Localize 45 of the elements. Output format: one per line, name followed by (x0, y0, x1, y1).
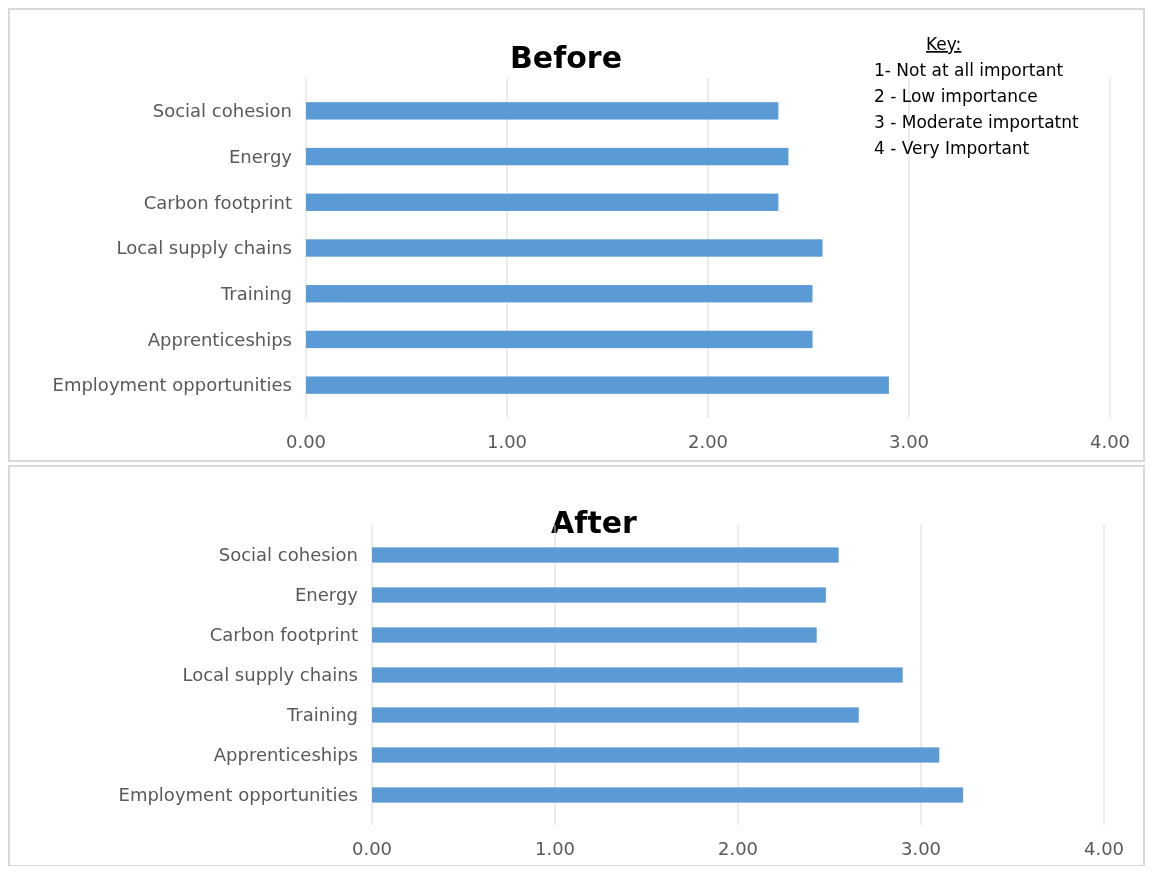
y-tick-label: Social cohesion (152, 100, 292, 122)
annotation: 1- Not at all important (874, 60, 1064, 80)
y-tick-label: Employment opportunities (52, 374, 292, 396)
bar (372, 787, 964, 803)
bar (306, 193, 779, 211)
y-tick-label: Employment opportunities (118, 784, 358, 806)
bar (306, 147, 789, 166)
bar (306, 239, 823, 257)
y-tick-label: Social cohesion (218, 544, 358, 566)
y-tick-label: Carbon footprint (143, 191, 292, 213)
annotation: 4 - Very Important (874, 138, 1030, 158)
y-tick-label: Apprenticeships (147, 328, 292, 350)
y-tick-label: Apprenticeships (213, 744, 358, 766)
bar (306, 285, 813, 303)
bar (372, 667, 903, 683)
x-tick-label: 4.00 (1083, 838, 1125, 859)
y-tick-label: Local supply chains (116, 237, 292, 259)
bar (372, 627, 817, 643)
bar (372, 747, 940, 763)
bar (306, 102, 779, 120)
bar (306, 330, 813, 349)
y-tick-label: Energy (294, 584, 359, 606)
x-tick-label: 2.00 (687, 431, 729, 452)
x-tick-label: 3.00 (888, 431, 930, 452)
chart-title: After (551, 505, 638, 540)
x-tick-label: 1.00 (534, 838, 576, 859)
annotation: 3 - Moderate importatnt (874, 112, 1079, 132)
y-tick-label: Training (285, 704, 358, 726)
x-tick-label: 2.00 (717, 838, 759, 859)
bar (306, 376, 889, 394)
chart-title: Before (509, 40, 623, 75)
bar (372, 587, 826, 603)
y-tick-label: Training (219, 283, 292, 305)
annotation: 2 - Low importance (874, 86, 1038, 106)
y-tick-label: Energy (228, 145, 293, 167)
x-tick-label: 0.00 (351, 838, 393, 859)
bar (372, 707, 859, 723)
x-tick-label: 0.00 (285, 431, 327, 452)
bar (372, 547, 839, 563)
y-tick-label: Carbon footprint (209, 624, 358, 646)
text: Key: (926, 34, 962, 54)
x-tick-label: 4.00 (1089, 431, 1131, 452)
y-tick-label: Local supply chains (182, 664, 358, 686)
x-tick-label: 3.00 (900, 838, 942, 859)
x-tick-label: 1.00 (486, 431, 528, 452)
